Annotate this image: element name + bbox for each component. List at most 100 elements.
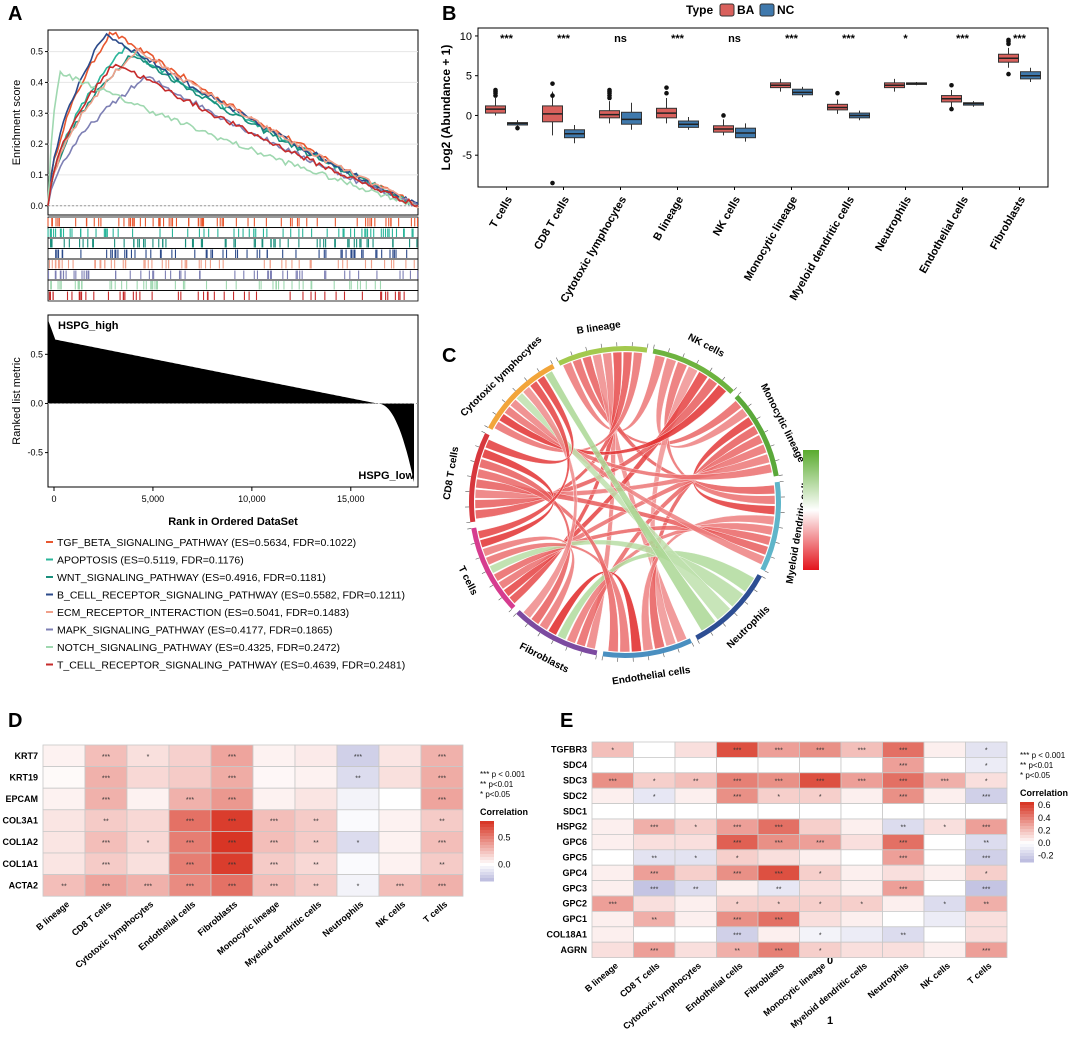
heatmap-significance: ***: [228, 754, 236, 761]
chord-sector-tick: [691, 642, 695, 647]
heatmap-col-label: CD8 T cells: [618, 960, 662, 999]
chord-sector-label: Endothelial cells: [611, 665, 691, 688]
heatmap-significance: ***: [816, 748, 824, 755]
heatmap-significance: ***: [438, 754, 446, 761]
chord-sector-arc: [695, 574, 763, 641]
hit-band: [47, 290, 419, 302]
heatmap-cell: [799, 849, 842, 866]
heatmap-significance: ***: [733, 917, 741, 924]
significance-label: ns: [728, 33, 741, 45]
es-tick-label: 0.4: [30, 77, 43, 87]
sig-legend-label: ** p<0.01: [480, 780, 514, 789]
heatmap-row-label: COL18A1: [546, 930, 587, 940]
heatmap-cell: [965, 926, 1008, 943]
heatmap-row-label: GPC2: [562, 899, 587, 909]
boxplot-y-tick-label: 0: [466, 110, 472, 122]
heatmap-significance: ***: [186, 883, 194, 890]
heatmap-cell: [633, 803, 676, 820]
heatmap-legend-step: [1020, 823, 1034, 827]
heatmap-significance: ***: [650, 948, 658, 955]
box-outlier: [515, 125, 520, 131]
heatmap-significance: ***: [270, 819, 278, 826]
heatmap-cell: [591, 803, 634, 820]
chord-sector-tick: [722, 376, 726, 381]
heatmap-legend-tick: 0.6: [1038, 800, 1051, 810]
chord-sector-tick: [668, 348, 670, 353]
heatmap-cell: [716, 880, 759, 897]
heatmap-legend-step: [1020, 805, 1034, 809]
heatmap-significance: *: [736, 856, 739, 863]
rank-tick-label: 5,000: [142, 494, 165, 504]
heatmap-cell: [923, 849, 966, 866]
heatmap-cell: [799, 880, 842, 897]
chord-sector-tick: [761, 576, 766, 579]
heatmap-significance: ***: [102, 754, 110, 761]
chord-sector-tick: [738, 391, 742, 395]
heatmap-significance: *: [819, 902, 822, 909]
heatmap-cell: [42, 766, 86, 789]
significance-label: ***: [500, 33, 514, 45]
heatmap-significance: **: [901, 933, 907, 940]
heatmap-significance: **: [652, 856, 658, 863]
chord-link: [503, 371, 709, 597]
metric-tick-label: 0.0: [30, 398, 43, 408]
heatmap-legend-step: [1020, 850, 1034, 854]
heatmap-significance: ***: [982, 856, 990, 863]
heatmap-significance: *: [860, 902, 863, 909]
heatmap-row-label: GPC1: [562, 914, 587, 924]
heatmap-cell: [252, 787, 296, 811]
heatmap-row-label: SDC4: [563, 760, 587, 770]
heatmap-cell: [252, 744, 296, 768]
heatmap-legend-step: [480, 821, 494, 825]
heatmap-significance: ***: [816, 779, 824, 786]
heatmap-significance: ***: [775, 825, 783, 832]
chord-sector-tick: [722, 623, 726, 627]
chord-sector-tick: [570, 351, 573, 356]
ranked-metric-area: [48, 319, 414, 483]
box-outlier: [664, 85, 669, 90]
chord-sector-arc: [760, 481, 781, 572]
chord-sector-tick: [647, 343, 649, 348]
heatmap-cell: [378, 831, 422, 854]
chord-sector-tick: [734, 612, 738, 617]
heatmap-legend-step: [1020, 811, 1034, 815]
heatmap-legend-title: Correlation: [480, 807, 528, 817]
heatmap-legend-step: [1020, 832, 1034, 836]
heatmap-legend-step: [480, 833, 494, 837]
rank-tick-label: 10,000: [238, 494, 266, 504]
heatmap-significance: ***: [270, 840, 278, 847]
heatmap-significance: **: [313, 840, 319, 847]
heatmap-cell: [674, 941, 717, 959]
heatmap-significance: ***: [941, 779, 949, 786]
heatmap-significance: *: [985, 763, 988, 770]
heatmap-significance: *: [147, 754, 150, 761]
heatmap-row-label: TGFBR3: [551, 745, 587, 755]
hit-band: [47, 279, 419, 291]
heatmap-legend-step: [480, 857, 494, 861]
metric-tick-label: 0.5: [30, 349, 43, 359]
chord-sector-tick: [775, 542, 780, 544]
sig-legend-label: ** p<0.01: [1020, 761, 1054, 770]
heatmap-cell: [378, 744, 422, 768]
es-curve: [47, 55, 419, 209]
chord-sector-tick: [733, 387, 737, 391]
boxplot-category-label: Monocytic lineage: [742, 195, 800, 284]
heatmap-cell: [42, 787, 86, 811]
sig-legend-label: * p<0.05: [480, 790, 511, 799]
chord-sector-arc: [516, 610, 598, 656]
heatmap-significance: *: [736, 902, 739, 909]
heatmap-significance: ***: [102, 883, 110, 890]
heatmap-row-label: KRT19: [9, 772, 38, 782]
heatmap-significance: ***: [733, 794, 741, 801]
chord-link: [576, 434, 764, 647]
box-outlier: [949, 82, 954, 88]
heatmap-row-label: SDC3: [563, 776, 587, 786]
heatmap-cell: [336, 787, 380, 811]
heatmap-legend-step: [1020, 826, 1034, 830]
chord-sector-tick: [764, 430, 769, 433]
hspg-high-label: HSPG_high: [58, 320, 119, 332]
heatmap-legend-step: [1020, 808, 1034, 812]
heatmap-col-label: Myeloid dendritic cells: [243, 899, 323, 969]
chord-link: [522, 386, 578, 619]
heatmap-cell: [882, 864, 925, 882]
